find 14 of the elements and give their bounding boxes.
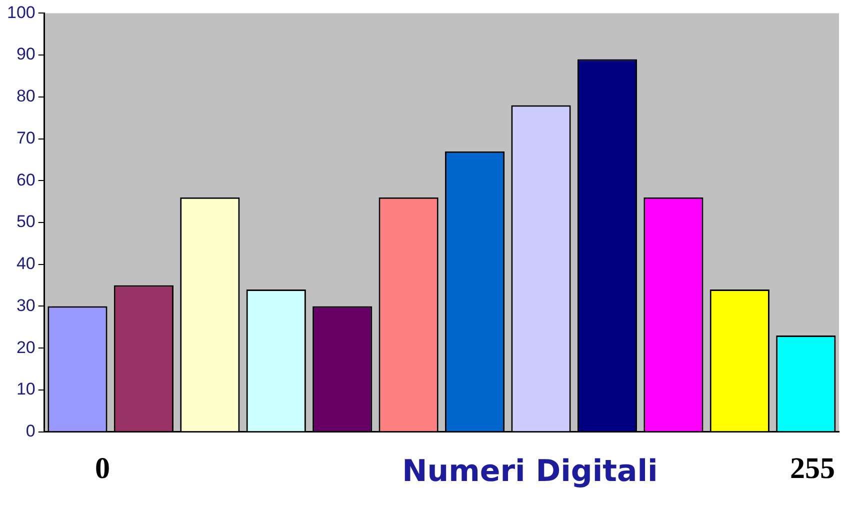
y-tick-label: 30 <box>16 296 36 315</box>
y-tick-label: 20 <box>16 338 36 357</box>
y-tick-label: 90 <box>16 44 36 64</box>
y-tick-label: 100 <box>6 2 36 22</box>
y-tick-label: 70 <box>16 128 36 148</box>
y-tick-label: 50 <box>16 212 36 232</box>
y-tick-label: 60 <box>16 170 36 190</box>
y-tick-label: 40 <box>16 254 36 274</box>
text: 0 <box>95 452 110 486</box>
text: 255 <box>790 452 835 486</box>
x-axis-title: Numeri Digitali <box>401 454 659 489</box>
y-tick-label: 80 <box>16 86 36 106</box>
y-tick-label: 10 <box>16 380 36 399</box>
y-tick-label: 0 <box>26 421 36 440</box>
